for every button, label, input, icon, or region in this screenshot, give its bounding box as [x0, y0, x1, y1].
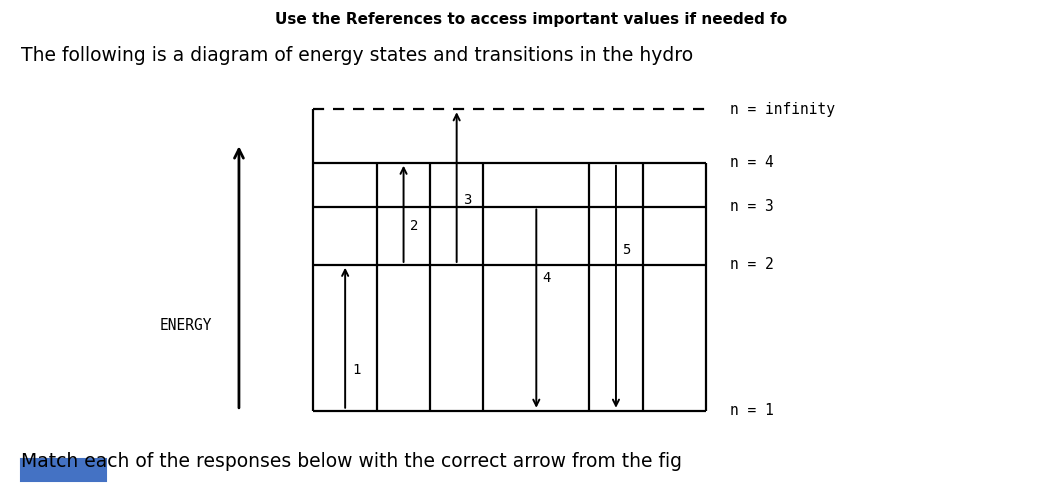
- Text: n = 3: n = 3: [730, 199, 773, 214]
- Text: 5: 5: [622, 243, 631, 257]
- FancyBboxPatch shape: [21, 459, 106, 481]
- Text: n = 1: n = 1: [730, 403, 773, 418]
- Text: n = 2: n = 2: [730, 258, 773, 272]
- Text: 2: 2: [410, 219, 418, 233]
- Text: Use the References to access important values if needed fo: Use the References to access important v…: [275, 12, 787, 27]
- Text: 4: 4: [543, 271, 551, 285]
- Text: n = infinity: n = infinity: [730, 102, 835, 117]
- Text: 3: 3: [463, 192, 472, 207]
- Text: Match each of the responses below with the correct arrow from the fig: Match each of the responses below with t…: [21, 452, 682, 471]
- Text: 1: 1: [353, 363, 361, 377]
- Text: ENERGY: ENERGY: [159, 318, 212, 333]
- Text: n = 4: n = 4: [730, 156, 773, 170]
- Text: The following is a diagram of energy states and transitions in the hydro: The following is a diagram of energy sta…: [21, 46, 693, 65]
